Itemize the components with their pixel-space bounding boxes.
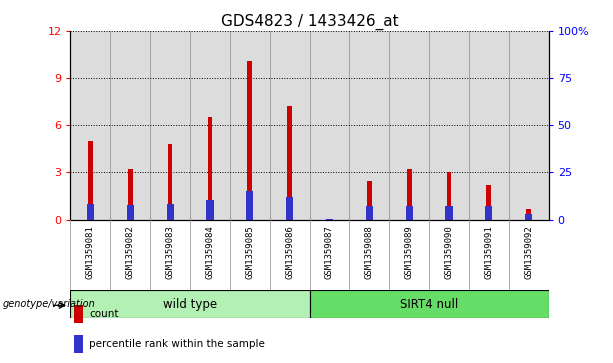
Bar: [326, 219, 333, 220]
Text: GSM1359087: GSM1359087: [325, 225, 334, 279]
Text: percentile rank within the sample: percentile rank within the sample: [89, 339, 265, 349]
Text: SIRT4 null: SIRT4 null: [400, 298, 459, 310]
Text: genotype/variation: genotype/variation: [3, 299, 96, 309]
Bar: [87, 204, 94, 220]
Bar: [74, 305, 83, 323]
Bar: [525, 214, 532, 220]
Bar: [485, 207, 492, 220]
Text: GSM1359091: GSM1359091: [484, 225, 493, 279]
Bar: [366, 207, 373, 220]
Text: GSM1359092: GSM1359092: [524, 225, 533, 279]
Bar: [168, 144, 172, 220]
Bar: [208, 117, 212, 220]
Bar: [88, 141, 93, 220]
Bar: [407, 169, 411, 220]
Text: GSM1359090: GSM1359090: [444, 225, 454, 279]
Text: GSM1359083: GSM1359083: [166, 225, 175, 279]
Text: GSM1359082: GSM1359082: [126, 225, 135, 279]
Bar: [327, 219, 332, 220]
Text: GSM1359089: GSM1359089: [405, 225, 414, 279]
Bar: [167, 204, 173, 220]
Bar: [310, 290, 549, 318]
Bar: [287, 106, 292, 220]
Bar: [128, 169, 132, 220]
Bar: [286, 197, 293, 220]
Bar: [406, 207, 413, 220]
Bar: [527, 209, 531, 220]
Bar: [487, 185, 491, 220]
Bar: [74, 335, 83, 353]
Bar: [367, 181, 371, 220]
Text: GSM1359088: GSM1359088: [365, 225, 374, 279]
Text: count: count: [89, 309, 118, 319]
Bar: [248, 61, 252, 220]
Bar: [246, 191, 253, 220]
Text: GSM1359085: GSM1359085: [245, 225, 254, 279]
Bar: [70, 290, 310, 318]
Bar: [207, 200, 213, 220]
Text: GSM1359086: GSM1359086: [285, 225, 294, 279]
Text: GSM1359081: GSM1359081: [86, 225, 95, 279]
Bar: [127, 205, 134, 220]
Title: GDS4823 / 1433426_at: GDS4823 / 1433426_at: [221, 13, 398, 29]
Bar: [447, 172, 451, 220]
Text: wild type: wild type: [163, 298, 217, 310]
Text: GSM1359084: GSM1359084: [205, 225, 215, 279]
Bar: [446, 207, 452, 220]
